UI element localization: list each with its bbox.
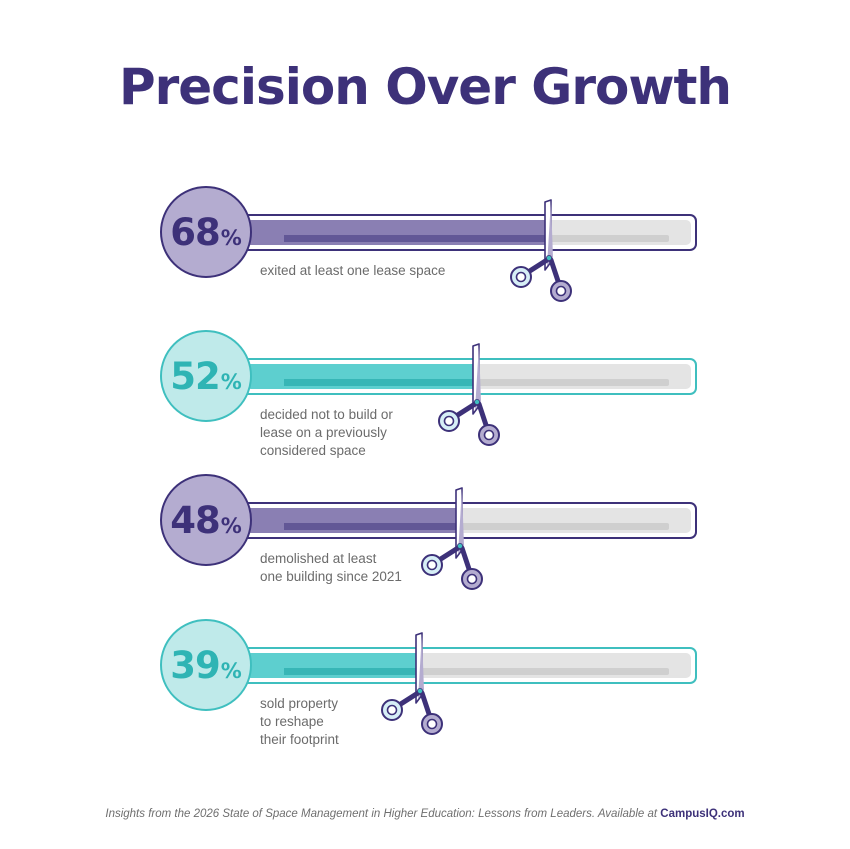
category-label-0: exited at least one lease space	[260, 262, 445, 280]
scissors-arm	[419, 690, 433, 720]
scissors-arm	[548, 257, 562, 287]
bar-track-2	[246, 508, 691, 533]
scissors-arm	[459, 545, 473, 575]
scissors-blade-shade	[457, 488, 464, 554]
bar-2	[240, 502, 697, 539]
scissors-icon	[380, 632, 443, 735]
scissors-pivot	[416, 688, 423, 695]
value-badge-1: 52 %	[160, 330, 252, 422]
scissors-blade-shade	[475, 344, 482, 410]
scissors-ring-hole	[426, 559, 437, 571]
bar-shade-3	[284, 668, 669, 675]
value-label-3: 39	[170, 643, 220, 687]
value-label-2: 48	[170, 498, 220, 542]
category-line: lease on a previously	[260, 425, 387, 440]
value-label-0: 68	[170, 210, 220, 254]
value-badge-0: 68 %	[160, 186, 252, 278]
bar-3	[240, 647, 697, 684]
scissors-blade-shade	[546, 200, 553, 266]
bar-1	[240, 358, 697, 395]
bar-shade-0	[284, 235, 669, 242]
scissors-pivot	[545, 255, 552, 262]
scissors-ring-hole	[444, 415, 455, 427]
category-label-3: sold property to reshape their footprint	[260, 695, 339, 749]
scissors-ring-hole	[426, 718, 437, 730]
value-badge-2: 48 %	[160, 474, 252, 566]
scissors-icon	[420, 487, 483, 590]
footer-brand-link[interactable]: CampusIQ.com	[660, 808, 745, 820]
category-label-1: decided not to build or lease on a previ…	[260, 406, 393, 460]
category-line: one building since 2021	[260, 569, 402, 584]
value-unit-0: %	[220, 225, 242, 250]
bar-track-0	[246, 220, 691, 245]
category-label-2: demolished at least one building since 2…	[260, 550, 402, 586]
scissors-ring-hole	[515, 271, 526, 283]
category-line: their footprint	[260, 732, 339, 747]
category-line: to reshape	[260, 714, 324, 729]
category-line: exited at least one lease space	[260, 263, 446, 278]
scissors-icon	[438, 343, 501, 446]
stat-row-3: 39 % sold property to reshape their foot…	[0, 617, 850, 757]
scissors-ring-hole	[386, 704, 397, 716]
stat-row-2: 48 % demolished at least one building si…	[0, 472, 850, 612]
category-line: sold property	[260, 696, 339, 711]
category-line: decided not to build or	[260, 407, 393, 422]
scissors-ring-hole	[466, 573, 477, 585]
stat-row-1: 52 % decided not to build or lease on a …	[0, 328, 850, 468]
scissors-pivot	[456, 543, 463, 550]
bar-shade-2	[284, 523, 669, 530]
scissors-pivot	[474, 399, 481, 406]
scissors-arm	[476, 401, 490, 431]
bar-shade-fill-1	[284, 379, 478, 386]
scissors-ring-hole	[484, 429, 495, 441]
bar-track-3	[246, 653, 691, 678]
value-label-1: 52	[170, 354, 220, 398]
footer-note: Insights from the 2026 State of Space Ma…	[0, 808, 850, 820]
scissors-icon	[509, 199, 572, 302]
category-line: considered space	[260, 443, 366, 458]
scissors-blade-shade	[417, 633, 424, 699]
value-badge-3: 39 %	[160, 619, 252, 711]
bar-shade-fill-2	[284, 523, 460, 530]
footer-text: Insights from the 2026 State of Space Ma…	[105, 808, 658, 820]
stat-row-0: 68 % exited at least one lease space	[0, 184, 850, 324]
bar-shade-fill-3	[284, 668, 420, 675]
page-title: Precision Over Growth	[118, 58, 732, 116]
category-line: demolished at least	[260, 551, 377, 566]
value-unit-2: %	[220, 513, 242, 538]
bar-0	[240, 214, 697, 251]
bar-shade-fill-0	[284, 235, 549, 242]
value-unit-1: %	[220, 369, 242, 394]
value-unit-3: %	[220, 658, 242, 683]
scissors-ring-hole	[555, 285, 566, 297]
